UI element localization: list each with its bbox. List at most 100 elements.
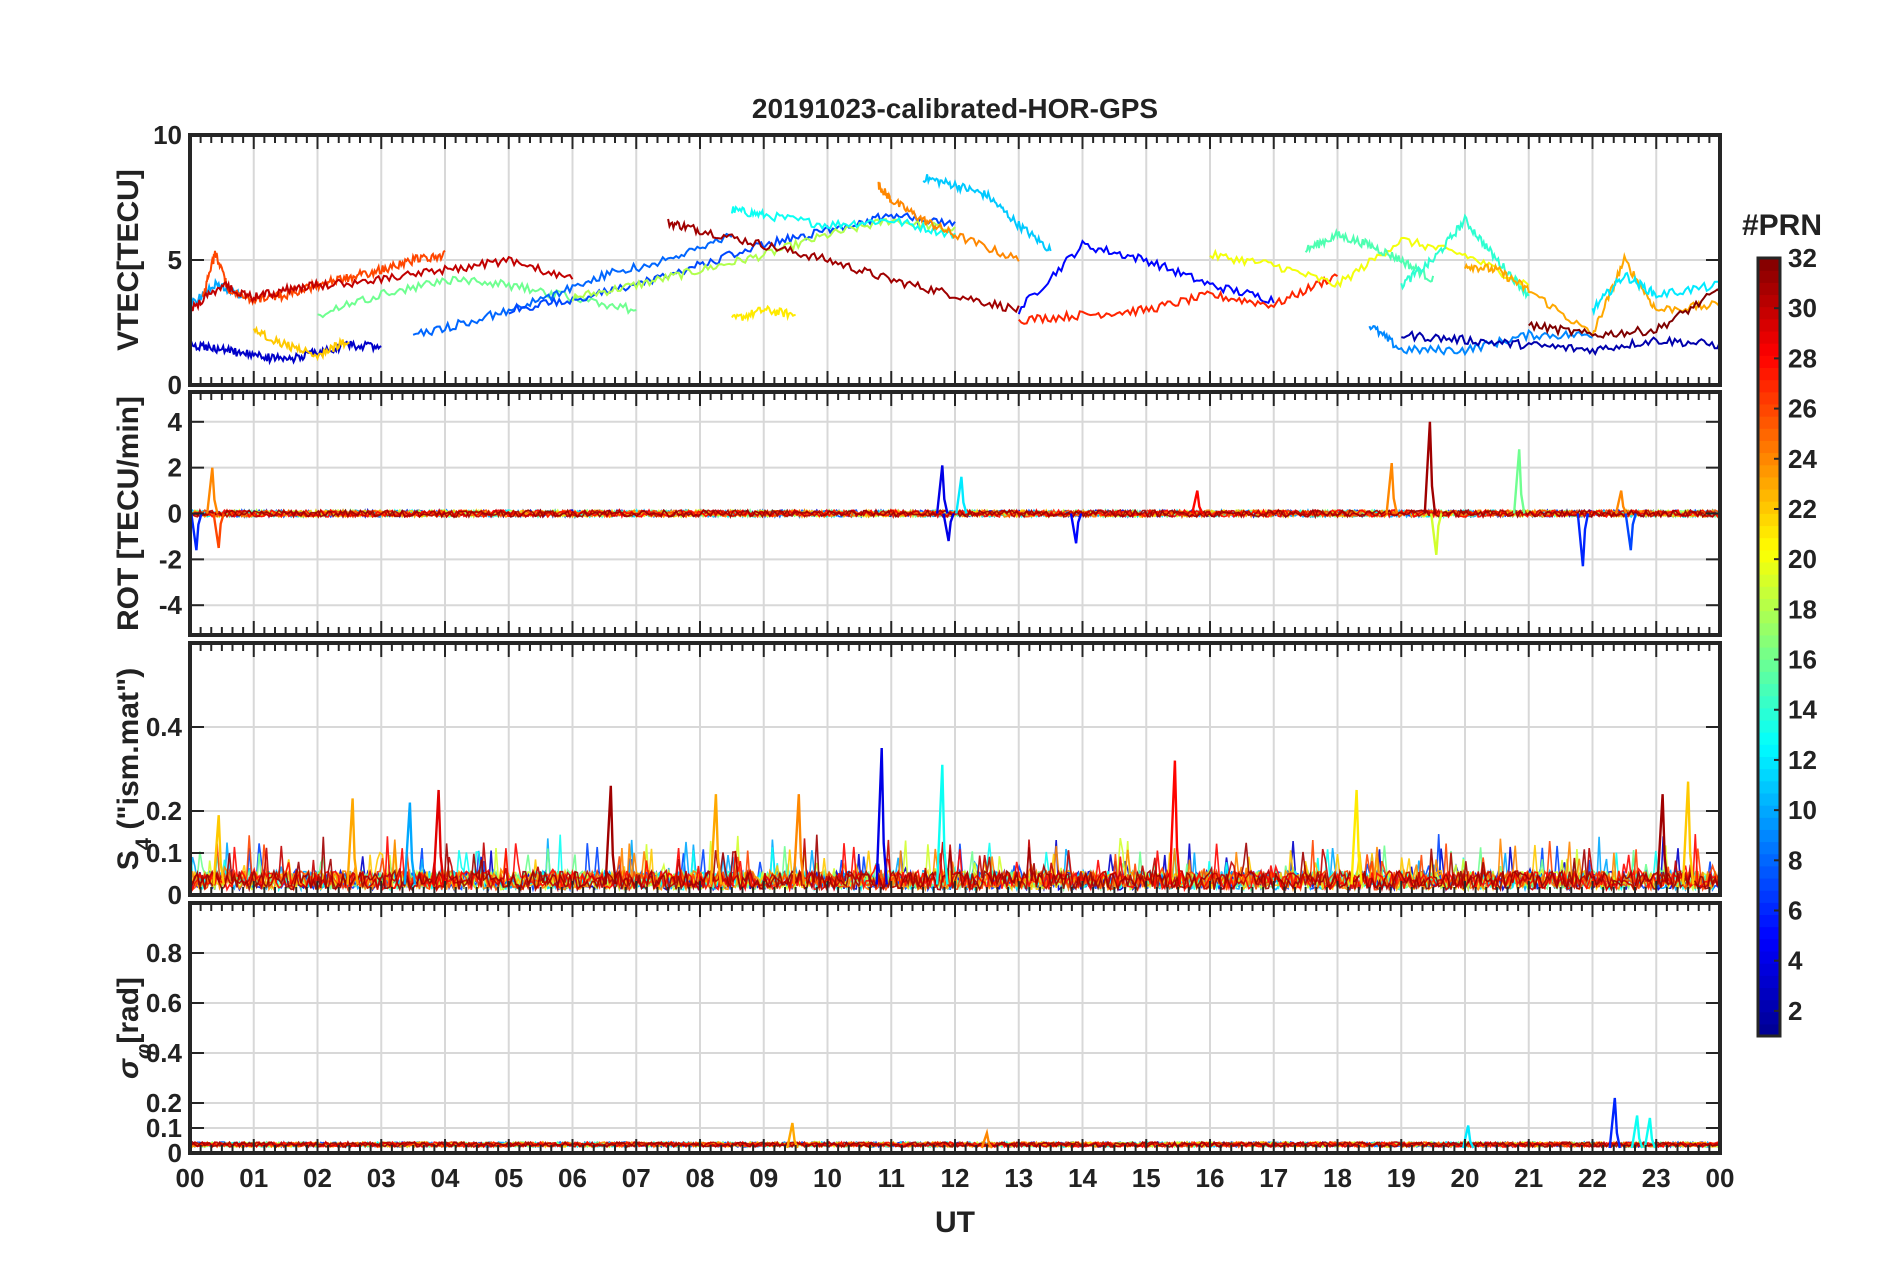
x-ticks-vtec: [189, 135, 1721, 385]
colorbar-tick-label: 26: [1788, 394, 1817, 424]
colorbar-band: [1758, 683, 1780, 697]
colorbar-tick-label: 6: [1788, 896, 1802, 926]
s4-spike: [212, 815, 225, 885]
colorbar-tick-label: 20: [1788, 544, 1817, 574]
vtec-trace-prn-24: [877, 181, 1020, 262]
rot-spike: [206, 467, 219, 514]
vtec-trace-prn-9: [1368, 325, 1593, 357]
rot-spike: [190, 513, 203, 551]
colorbar-band: [1758, 343, 1780, 356]
colorbar-band: [1758, 537, 1780, 551]
colorbar-tick-label: 14: [1788, 695, 1817, 725]
vtec-trace-prn-12: [1591, 271, 1720, 317]
colorbar-band: [1758, 877, 1780, 891]
colorbar-band: [1758, 561, 1780, 575]
colorbar-band: [1758, 549, 1780, 563]
vtec-trace-prn-3: [190, 339, 382, 366]
x-tick-label: 05: [494, 1163, 523, 1193]
s4-spike: [1350, 789, 1363, 885]
colorbar-frame: [1756, 256, 1782, 1038]
y-tick-label: 0: [168, 880, 182, 910]
vtec-trace-prn-15: [1304, 228, 1435, 283]
x-tick-label: 00: [1706, 1163, 1735, 1193]
panel-s4: 00.10.20.4S4 ("ism.mat"): [112, 641, 1722, 910]
x-tick-label: 12: [941, 1163, 970, 1193]
x-tick-label: 22: [1578, 1163, 1607, 1193]
colorbar-band: [1758, 963, 1780, 976]
colorbar-tick-label: 30: [1788, 293, 1817, 323]
y-tick-label: 0.6: [146, 988, 182, 1018]
x-tick-label: 19: [1387, 1163, 1416, 1193]
colorbar-band: [1758, 355, 1780, 369]
colorbar-band: [1758, 513, 1780, 527]
colorbar-tick-label: 18: [1788, 594, 1817, 624]
colorbar-tick-label: 32: [1788, 243, 1817, 273]
colorbar-band: [1758, 987, 1780, 1001]
panel-rot: -4 -2 0 2 4 ROT [TECU/min]: [112, 390, 1722, 637]
colorbar-band: [1758, 829, 1780, 843]
x-tick-label: 21: [1514, 1163, 1543, 1193]
colorbar-band: [1758, 926, 1780, 940]
colorbar-band: [1758, 403, 1780, 417]
s4-spike: [432, 789, 445, 885]
y-tick-label: 5: [168, 245, 182, 275]
colorbar-band: [1758, 695, 1780, 709]
y-tick-label: 0.8: [146, 938, 182, 968]
colorbar-band: [1758, 865, 1780, 879]
series-rot: [190, 421, 1720, 567]
rot-spike: [1191, 490, 1204, 514]
x-tick-label: 10: [813, 1163, 842, 1193]
x-tick-label: 02: [303, 1163, 332, 1193]
colorbar-band: [1758, 841, 1780, 855]
colorbar-band: [1758, 586, 1780, 599]
s4-trace-prn-31: [190, 834, 1720, 893]
s4-spike: [935, 764, 949, 885]
x-tick-label: 08: [686, 1163, 715, 1193]
vtec-trace-prn-21: [731, 304, 796, 323]
vtec-trace-prn-13: [730, 205, 956, 240]
rot-trace-prn-31: [190, 508, 1720, 520]
y-tick-label: 0.4: [146, 1038, 183, 1068]
colorbar-band: [1758, 391, 1780, 405]
colorbar-band: [1758, 719, 1780, 733]
vtec-trace-prn-5: [1017, 239, 1275, 315]
x-tick-label: 13: [1004, 1163, 1033, 1193]
colorbar-band: [1758, 1011, 1780, 1025]
y-tick-label: 10: [153, 120, 182, 150]
rot-spike: [942, 513, 955, 542]
colorbar-band: [1758, 488, 1780, 502]
colorbar-tick-label: 16: [1788, 645, 1817, 675]
y-axis-label-s4: S4 ("ism.mat"): [112, 668, 156, 870]
x-ticks-sigma_phi: [189, 903, 1721, 1153]
x-tick-label: 07: [622, 1163, 651, 1193]
colorbar-band: [1758, 476, 1780, 490]
y-axis-label-sigma_phi: σφ[rad]: [112, 977, 156, 1079]
x-tick-label: 17: [1259, 1163, 1288, 1193]
colorbar-tick-label: 10: [1788, 795, 1817, 825]
y-label-main: S: [112, 850, 145, 870]
y-tick-label: -2: [159, 544, 182, 574]
colorbar-tick-label: 12: [1788, 745, 1817, 775]
colorbar-band: [1758, 659, 1780, 672]
vtec-trace-prn-20: [1209, 236, 1530, 289]
colorbar-band: [1758, 732, 1780, 745]
colorbar-band: [1758, 938, 1780, 952]
vtec-trace-prn-32: [1528, 288, 1720, 339]
rot-spike: [1614, 490, 1628, 514]
colorbar-band: [1758, 440, 1780, 454]
colorbar-band: [1758, 318, 1780, 332]
x-axis-label: UT: [935, 1206, 975, 1239]
vtec-trace-prn-30: [190, 255, 574, 312]
colorbar-band: [1758, 282, 1780, 296]
y-tick-label: 0.1: [146, 838, 182, 868]
x-tick-label: 04: [431, 1163, 460, 1193]
colorbar-band: [1758, 634, 1780, 648]
colorbar-band: [1758, 598, 1780, 612]
x-ticks-rot: [189, 392, 1721, 635]
y-tick-label: 0.1: [146, 1113, 182, 1143]
colorbar-band: [1758, 999, 1780, 1013]
y-tick-label: 0: [168, 499, 182, 529]
panel-sigma_phi: 00.10.2 0.4 0.6 0.8 σφ[rad]: [112, 901, 1722, 1168]
